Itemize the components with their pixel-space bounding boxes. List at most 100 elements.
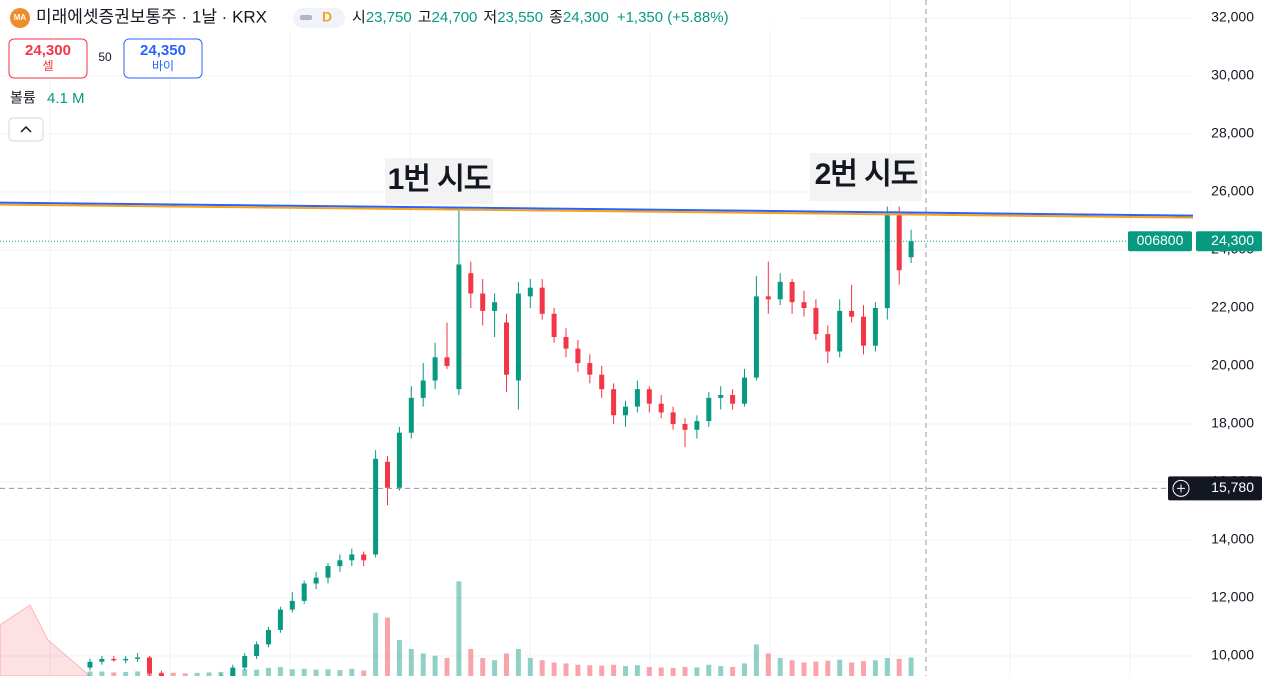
candle-body [87,661,93,668]
volume-bar [599,665,605,676]
close: 24,300 [563,9,609,26]
candle-body [813,307,819,335]
volume-bar [658,667,664,676]
y-tick-label: 26,000 [1211,183,1254,199]
volume-bar [611,664,617,676]
volume-bar [194,672,200,676]
y-tick-label: 18,000 [1211,415,1254,431]
volume-bar [182,673,188,676]
spread: 50 [98,50,112,64]
candle-body [646,389,652,404]
candle-body [872,307,878,346]
collapse-button[interactable] [8,117,44,142]
candle-body [908,241,914,258]
candle-body [623,406,628,416]
volume-bar [896,658,902,676]
volume-bar [444,657,450,676]
candle-body [587,363,593,375]
volume-bar [789,660,795,676]
header-bg [0,0,800,30]
volume-bar [742,663,747,676]
candle-body [599,374,605,390]
candle-body [123,658,129,661]
candle-body [277,609,283,630]
volume-bar [325,669,331,676]
candle-body [884,215,890,308]
candle-body [468,273,474,294]
volume-bar [730,666,736,676]
change: +1,350 (+5.88%) [617,9,729,26]
volume-bar [170,672,176,676]
volume-bar [301,668,307,676]
buy-button[interactable] [123,38,203,79]
volume-bar [349,668,355,676]
volume-bar [420,653,426,676]
candle-body [266,629,271,645]
candle-body [337,560,343,567]
candle-body [456,264,462,390]
h-label: 고 [418,9,432,26]
candle-body [396,432,402,488]
volume-bar [813,661,819,676]
open: 23,750 [366,9,412,26]
volume-bar [432,655,438,676]
volume-bar [539,660,545,676]
candle-body [718,394,724,398]
candle-body [563,336,569,349]
annotation-box [810,153,922,201]
volume-bar [277,666,283,676]
sell-price: 24,300 [25,42,71,59]
arrow-drawing [0,604,92,677]
buy-label: 바이 [152,59,174,73]
candle-body [694,421,700,430]
sell-button[interactable] [8,38,88,79]
volume-bar [682,666,688,676]
trend-line [0,203,1193,219]
volume-bar [111,672,117,676]
plus-icon [1172,479,1190,497]
volume-bar [468,648,474,676]
volume-bar [551,662,557,676]
candle-body [670,412,676,424]
volume-bar [623,666,628,676]
volume-bar [480,657,486,676]
candle-body [492,302,498,311]
ticker-box [1128,231,1192,252]
y-tick-label: 10,000 [1211,647,1254,663]
volume-bar [563,663,569,676]
volume-value: 4.1 M [47,90,85,107]
candle-body [408,397,414,433]
candle-body [527,287,533,297]
candle-body [385,461,390,488]
volume-bar [777,657,783,676]
volume-bar [694,667,700,676]
volume-bar [825,660,831,676]
candle-body [99,658,105,662]
candle-body [111,658,117,661]
y-tick-label: 22,000 [1211,299,1254,315]
volume-bar [849,662,855,676]
annotation-box [385,158,493,204]
candle-body [361,554,367,561]
volume-bar [765,653,771,676]
candle-body [730,394,736,404]
trend-line [0,201,1193,217]
candle-body [801,302,807,308]
volume-bar [361,670,367,676]
candle-body [301,583,307,601]
badge-bg[interactable] [293,8,345,28]
candle-body [444,357,450,366]
volume-bar [313,669,319,676]
candle-body [765,296,771,300]
badge-icon [300,15,312,20]
candle-body [158,673,164,676]
candle-body [135,657,141,659]
symbol: 미래에셋증권보통주 · 1날 · KRX [36,7,267,26]
candle-body [634,389,640,407]
candle-body [515,293,521,381]
candle-body [849,310,855,317]
o-label: 시 [352,9,366,26]
volume-bar [385,617,390,676]
volume-bar [837,659,843,676]
badge: D [322,9,332,25]
